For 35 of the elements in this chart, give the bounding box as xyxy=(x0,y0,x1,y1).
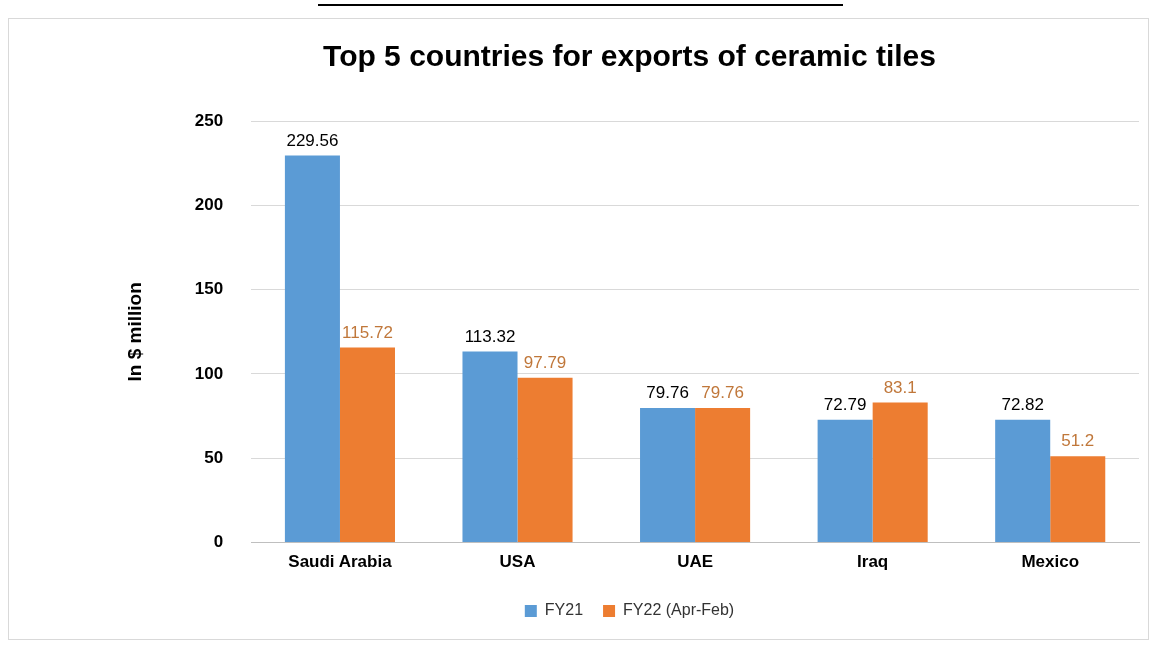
y-tick-label: 50 xyxy=(204,447,224,467)
bar xyxy=(640,408,696,543)
data-label: 51.2 xyxy=(1061,431,1095,451)
bar xyxy=(339,347,395,543)
y-tick-label: 0 xyxy=(213,532,224,552)
data-label: 83.1 xyxy=(883,377,917,397)
x-tick-label: Mexico xyxy=(1021,552,1080,572)
x-tick-label: Saudi Arabia xyxy=(288,552,393,572)
bar xyxy=(872,402,928,543)
x-tick-label: UAE xyxy=(677,552,714,572)
y-axis-title: In $ million xyxy=(123,282,145,382)
bar xyxy=(1050,456,1106,543)
bar xyxy=(695,408,751,543)
data-label: 229.56 xyxy=(286,130,339,150)
x-tick-label: Iraq xyxy=(857,552,889,572)
bar xyxy=(284,155,340,543)
legend-label: FY22 (Apr-Feb) xyxy=(623,601,735,619)
x-tick-label: USA xyxy=(499,552,536,572)
chart-title: Top 5 countries for exports of ceramic tiles xyxy=(323,39,936,73)
bar xyxy=(995,419,1051,543)
data-label: 115.72 xyxy=(342,322,393,342)
data-label: 72.79 xyxy=(823,395,867,415)
legend-label: FY21 xyxy=(544,601,584,619)
data-label: 72.82 xyxy=(1001,394,1044,414)
data-label: 113.32 xyxy=(464,326,516,346)
data-label: 79.76 xyxy=(646,383,689,403)
y-tick-label: 100 xyxy=(194,363,224,383)
y-tick-label: 150 xyxy=(194,279,224,299)
bar xyxy=(462,351,518,543)
data-label: 79.76 xyxy=(701,383,744,403)
y-tick-label: 200 xyxy=(194,195,224,215)
y-tick-label: 250 xyxy=(194,110,224,130)
bar xyxy=(817,419,873,543)
bar xyxy=(517,377,573,543)
data-label: 97.79 xyxy=(523,352,567,372)
